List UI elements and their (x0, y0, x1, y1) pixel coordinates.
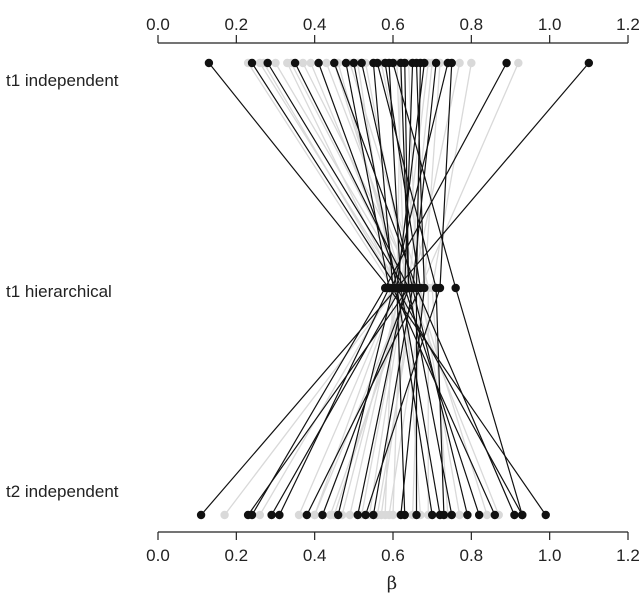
highlighted-subject-point (333, 510, 343, 520)
highlighted-subject-point (510, 510, 519, 520)
background-subject-point (384, 510, 394, 520)
highlighted-subject-point (247, 58, 257, 68)
highlighted-subject-point (267, 510, 276, 520)
background-subject-point (514, 58, 523, 68)
highlighted-subject-point (349, 58, 359, 68)
top-tick-label: 0.6 (381, 15, 405, 34)
highlighted-subject-point (357, 58, 366, 68)
highlighted-subject-point (247, 510, 257, 520)
background-subject-point (467, 58, 476, 68)
highlighted-subject-point (584, 58, 594, 68)
highlighted-subject-point (196, 510, 206, 520)
background-subject-point (298, 58, 308, 68)
background-subject-point (310, 510, 319, 520)
bottom-tick-label: 1.2 (616, 546, 640, 565)
highlighted-subject-point (396, 58, 406, 68)
highlighted-subject-point (541, 510, 550, 520)
highlighted-subject-point (290, 58, 300, 68)
row-labels: t1 independent t1 hierarchical t2 independ… (6, 71, 119, 501)
row-label: t1 hierarchical (6, 282, 112, 301)
top-tick-label: 0.4 (303, 15, 327, 34)
highlighted-subject-point (369, 510, 378, 520)
highlighted-subject-point (302, 510, 312, 520)
highlighted-subject-point (427, 510, 437, 520)
background-subject-point (455, 58, 464, 68)
background-subject-point (455, 510, 464, 520)
highlighted-subject-point (431, 283, 441, 293)
highlighted-subject-point (314, 58, 323, 68)
background-subject-point (345, 510, 355, 520)
highlighted-subject-point (384, 283, 394, 293)
top-tick-label: 0.0 (146, 15, 170, 34)
highlighted-subject-point (463, 510, 472, 520)
bottom-tick-label: 0.4 (303, 546, 327, 565)
highlighted-subject-point (330, 58, 339, 68)
highlighted-subject-point (275, 510, 284, 520)
bottom-tick-label: 0.8 (460, 546, 484, 565)
background-subject-point (482, 510, 492, 520)
highlighted-subject-point (263, 58, 272, 68)
highlighted-subject-point (502, 58, 511, 68)
top-tick-label: 0.8 (460, 15, 484, 34)
highlighted-subject-point (373, 58, 382, 68)
highlighted-subject-points (196, 58, 594, 520)
highlighted-subject-point (490, 510, 500, 520)
row-label: t2 independent (6, 482, 119, 501)
highlighted-subject-point (404, 283, 413, 293)
highlighted-subject-point (412, 283, 421, 293)
background-subject-point (271, 58, 280, 68)
bottom-tick-label: 0.6 (381, 546, 405, 565)
highlighted-subject-point (447, 510, 456, 520)
background-subject-point (306, 58, 315, 68)
highlighted-subject-point (361, 510, 370, 520)
highlighted-subject-point (396, 510, 406, 520)
background-subject-point (220, 510, 229, 520)
highlighted-subject-point (416, 58, 425, 68)
bottom-tick-label: 0.0 (146, 546, 170, 565)
background-subject-point (322, 58, 331, 68)
highlighted-subject-point (439, 510, 449, 520)
background-subject-point (377, 510, 386, 520)
highlighted-subject-point (474, 510, 484, 520)
bottom-x-axis: 0.0 0.2 0.4 0.6 0.8 1.0 1.2 (146, 531, 640, 565)
background-subject-point (294, 510, 304, 520)
highlighted-subject-point (353, 510, 362, 520)
highlighted-subject-point (392, 283, 402, 293)
highlighted-subject-point (341, 58, 351, 68)
top-tick-label: 1.2 (616, 15, 640, 34)
top-x-axis: 0.0 0.2 0.4 0.6 0.8 1.0 1.2 (146, 15, 640, 44)
top-tick-label: 1.0 (538, 15, 562, 34)
highlighted-subject-point (318, 510, 327, 520)
highlighted-subject-point (412, 510, 421, 520)
highlighted-subject-point (431, 58, 441, 68)
row-label: t1 independent (6, 71, 119, 90)
top-tick-label: 0.2 (225, 15, 249, 34)
highlighted-subject-point (451, 283, 460, 293)
highlighted-subject-point (518, 510, 527, 520)
highlighted-subject-point (388, 58, 398, 68)
bottom-tick-label: 1.0 (538, 546, 562, 565)
highlighted-subject-point (204, 58, 214, 68)
highlighted-subject-point (447, 58, 456, 68)
x-axis-title: β (387, 573, 397, 594)
background-subject-point (255, 510, 265, 520)
highlighted-subject-point (420, 283, 429, 293)
bottom-tick-label: 0.2 (225, 546, 249, 565)
